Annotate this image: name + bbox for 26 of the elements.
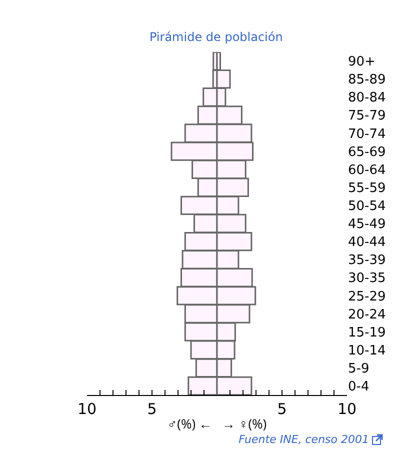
y-tick-label: 0-4 bbox=[348, 380, 370, 395]
y-tick-label: 90+ bbox=[348, 54, 376, 70]
x-tick-label: 5 bbox=[277, 400, 287, 418]
y-tick-label: 80-84 bbox=[348, 90, 386, 106]
x-axis-title: ♂(%) ← → ♀(%) bbox=[167, 414, 267, 433]
x-tick-label: 10 bbox=[337, 400, 357, 418]
y-tick-label: 5-9 bbox=[348, 361, 370, 376]
y-tick-label: 55-59 bbox=[348, 180, 386, 196]
x-tick-label: 10 bbox=[77, 400, 97, 418]
y-tick-label: 30-35 bbox=[348, 271, 386, 286]
y-tick-label: 70-74 bbox=[348, 126, 386, 142]
y-tick-label: 50-54 bbox=[348, 199, 386, 214]
y-tick-label: 35-39 bbox=[348, 253, 386, 268]
y-tick-label: 65-69 bbox=[348, 144, 386, 160]
y-tick-label: 25-29 bbox=[348, 289, 386, 304]
source-note: Fuente INE, censo 2001 bbox=[238, 433, 369, 446]
y-tick-label: 85-89 bbox=[348, 72, 386, 88]
y-tick-label: 45-49 bbox=[348, 217, 386, 232]
y-tick-label: 40-44 bbox=[348, 235, 386, 250]
x-tick-label: 5 bbox=[147, 400, 157, 418]
y-tick-label: 10-14 bbox=[348, 343, 386, 358]
y-tick-label: 60-64 bbox=[348, 162, 386, 178]
y-tick-label: 75-79 bbox=[348, 108, 386, 124]
chart-title: Pirámide de población bbox=[149, 30, 283, 44]
y-tick-label: 15-19 bbox=[348, 325, 386, 340]
y-tick-label: 20-24 bbox=[348, 307, 386, 322]
